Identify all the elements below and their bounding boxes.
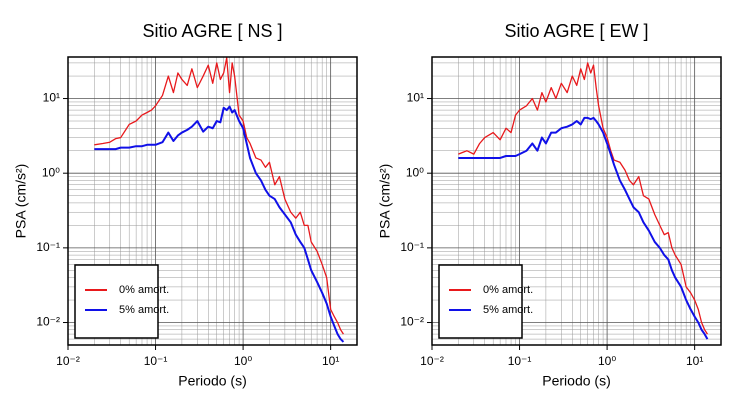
- chart-title: Sitio AGRE [ EW ]: [504, 21, 648, 41]
- legend-box: [438, 264, 523, 339]
- x-axis-label: Periodo (s): [178, 373, 246, 389]
- legend-label: 0% amort.: [483, 284, 533, 296]
- x-tick-label: 10¹: [322, 354, 339, 368]
- x-tick-label: 10⁻²: [56, 354, 80, 368]
- chart-panel: Sitio AGRE [ NS ] 10⁻² 10⁻¹ 10⁰ 10¹ 10⁻² 10⁻¹ 1…: [13, 21, 358, 389]
- chart-panel: Sitio AGRE [ EW ] 10⁻² 10⁻¹ 10⁰ 10¹ 10⁻² 10⁻¹ 1…: [377, 21, 722, 389]
- x-tick-label: 10⁻¹: [508, 354, 532, 368]
- legend-label: 5% amort.: [483, 304, 533, 316]
- y-tick-label: 10⁻²: [400, 315, 424, 329]
- chart-title: Sitio AGRE [ NS ]: [142, 21, 282, 41]
- series-line: [458, 116, 709, 340]
- legend-label: 5% amort.: [119, 304, 169, 316]
- series-line: [458, 62, 708, 335]
- x-axis-label: Periodo (s): [542, 373, 610, 389]
- y-tick-label: 10¹: [43, 91, 60, 105]
- y-axis-label: PSA (cm/s²): [13, 164, 29, 239]
- legend-label: 0% amort.: [119, 284, 169, 296]
- legend-box: [74, 264, 159, 339]
- y-tick-label: 10⁰: [42, 165, 60, 179]
- y-axis-label: PSA (cm/s²): [377, 164, 393, 239]
- series-line: [94, 105, 345, 343]
- x-tick-label: 10⁻²: [420, 354, 444, 368]
- y-tick-label: 10⁰: [406, 165, 424, 179]
- plot-frame: [67, 56, 358, 346]
- y-tick-label: 10¹: [407, 91, 424, 105]
- y-tick-label: 10⁻¹: [36, 240, 60, 254]
- x-tick-label: 10⁰: [598, 354, 616, 368]
- y-tick-label: 10⁻¹: [400, 240, 424, 254]
- plot-frame: [431, 56, 722, 346]
- x-tick-label: 10¹: [686, 354, 703, 368]
- x-tick-label: 10⁻¹: [144, 354, 168, 368]
- x-tick-label: 10⁰: [234, 354, 252, 368]
- series-line: [94, 57, 344, 335]
- y-tick-label: 10⁻²: [36, 315, 60, 329]
